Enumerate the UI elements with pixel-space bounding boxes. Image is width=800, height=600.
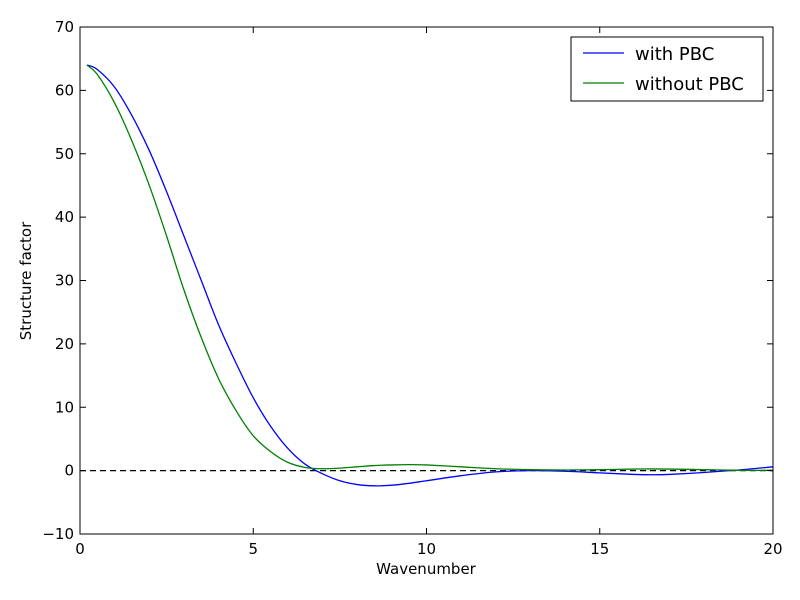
y-tick-label: 30 <box>55 272 74 290</box>
y-axis-label: Structure factor <box>17 221 35 340</box>
y-tick-label: 10 <box>55 398 74 416</box>
series-line-without-pbc <box>86 64 774 472</box>
series-line-with-pbc <box>86 64 774 487</box>
y-tick-label: 70 <box>55 18 74 36</box>
legend-box <box>570 36 764 102</box>
y-tick-label: 60 <box>55 81 74 99</box>
plot-frame <box>79 26 774 535</box>
y-tick-label: 20 <box>55 335 74 353</box>
x-tick-label: 10 <box>417 540 436 558</box>
y-tick-label: 40 <box>55 208 74 226</box>
series-layer <box>86 64 774 487</box>
legend: with PBC without PBC <box>570 36 764 102</box>
x-tick-label: 15 <box>590 540 609 558</box>
x-tick-label: 5 <box>248 540 258 558</box>
x-axis-label: Wavenumber <box>376 560 477 578</box>
y-tick-label: −10 <box>42 525 74 543</box>
legend-label-with-pbc: with PBC <box>635 44 714 65</box>
x-tick-label: 0 <box>75 540 85 558</box>
y-tick-label: 50 <box>55 145 74 163</box>
x-tick-label: 20 <box>763 540 782 558</box>
y-tick-label: 0 <box>64 462 74 480</box>
legend-label-without-pbc: without PBC <box>635 74 744 95</box>
